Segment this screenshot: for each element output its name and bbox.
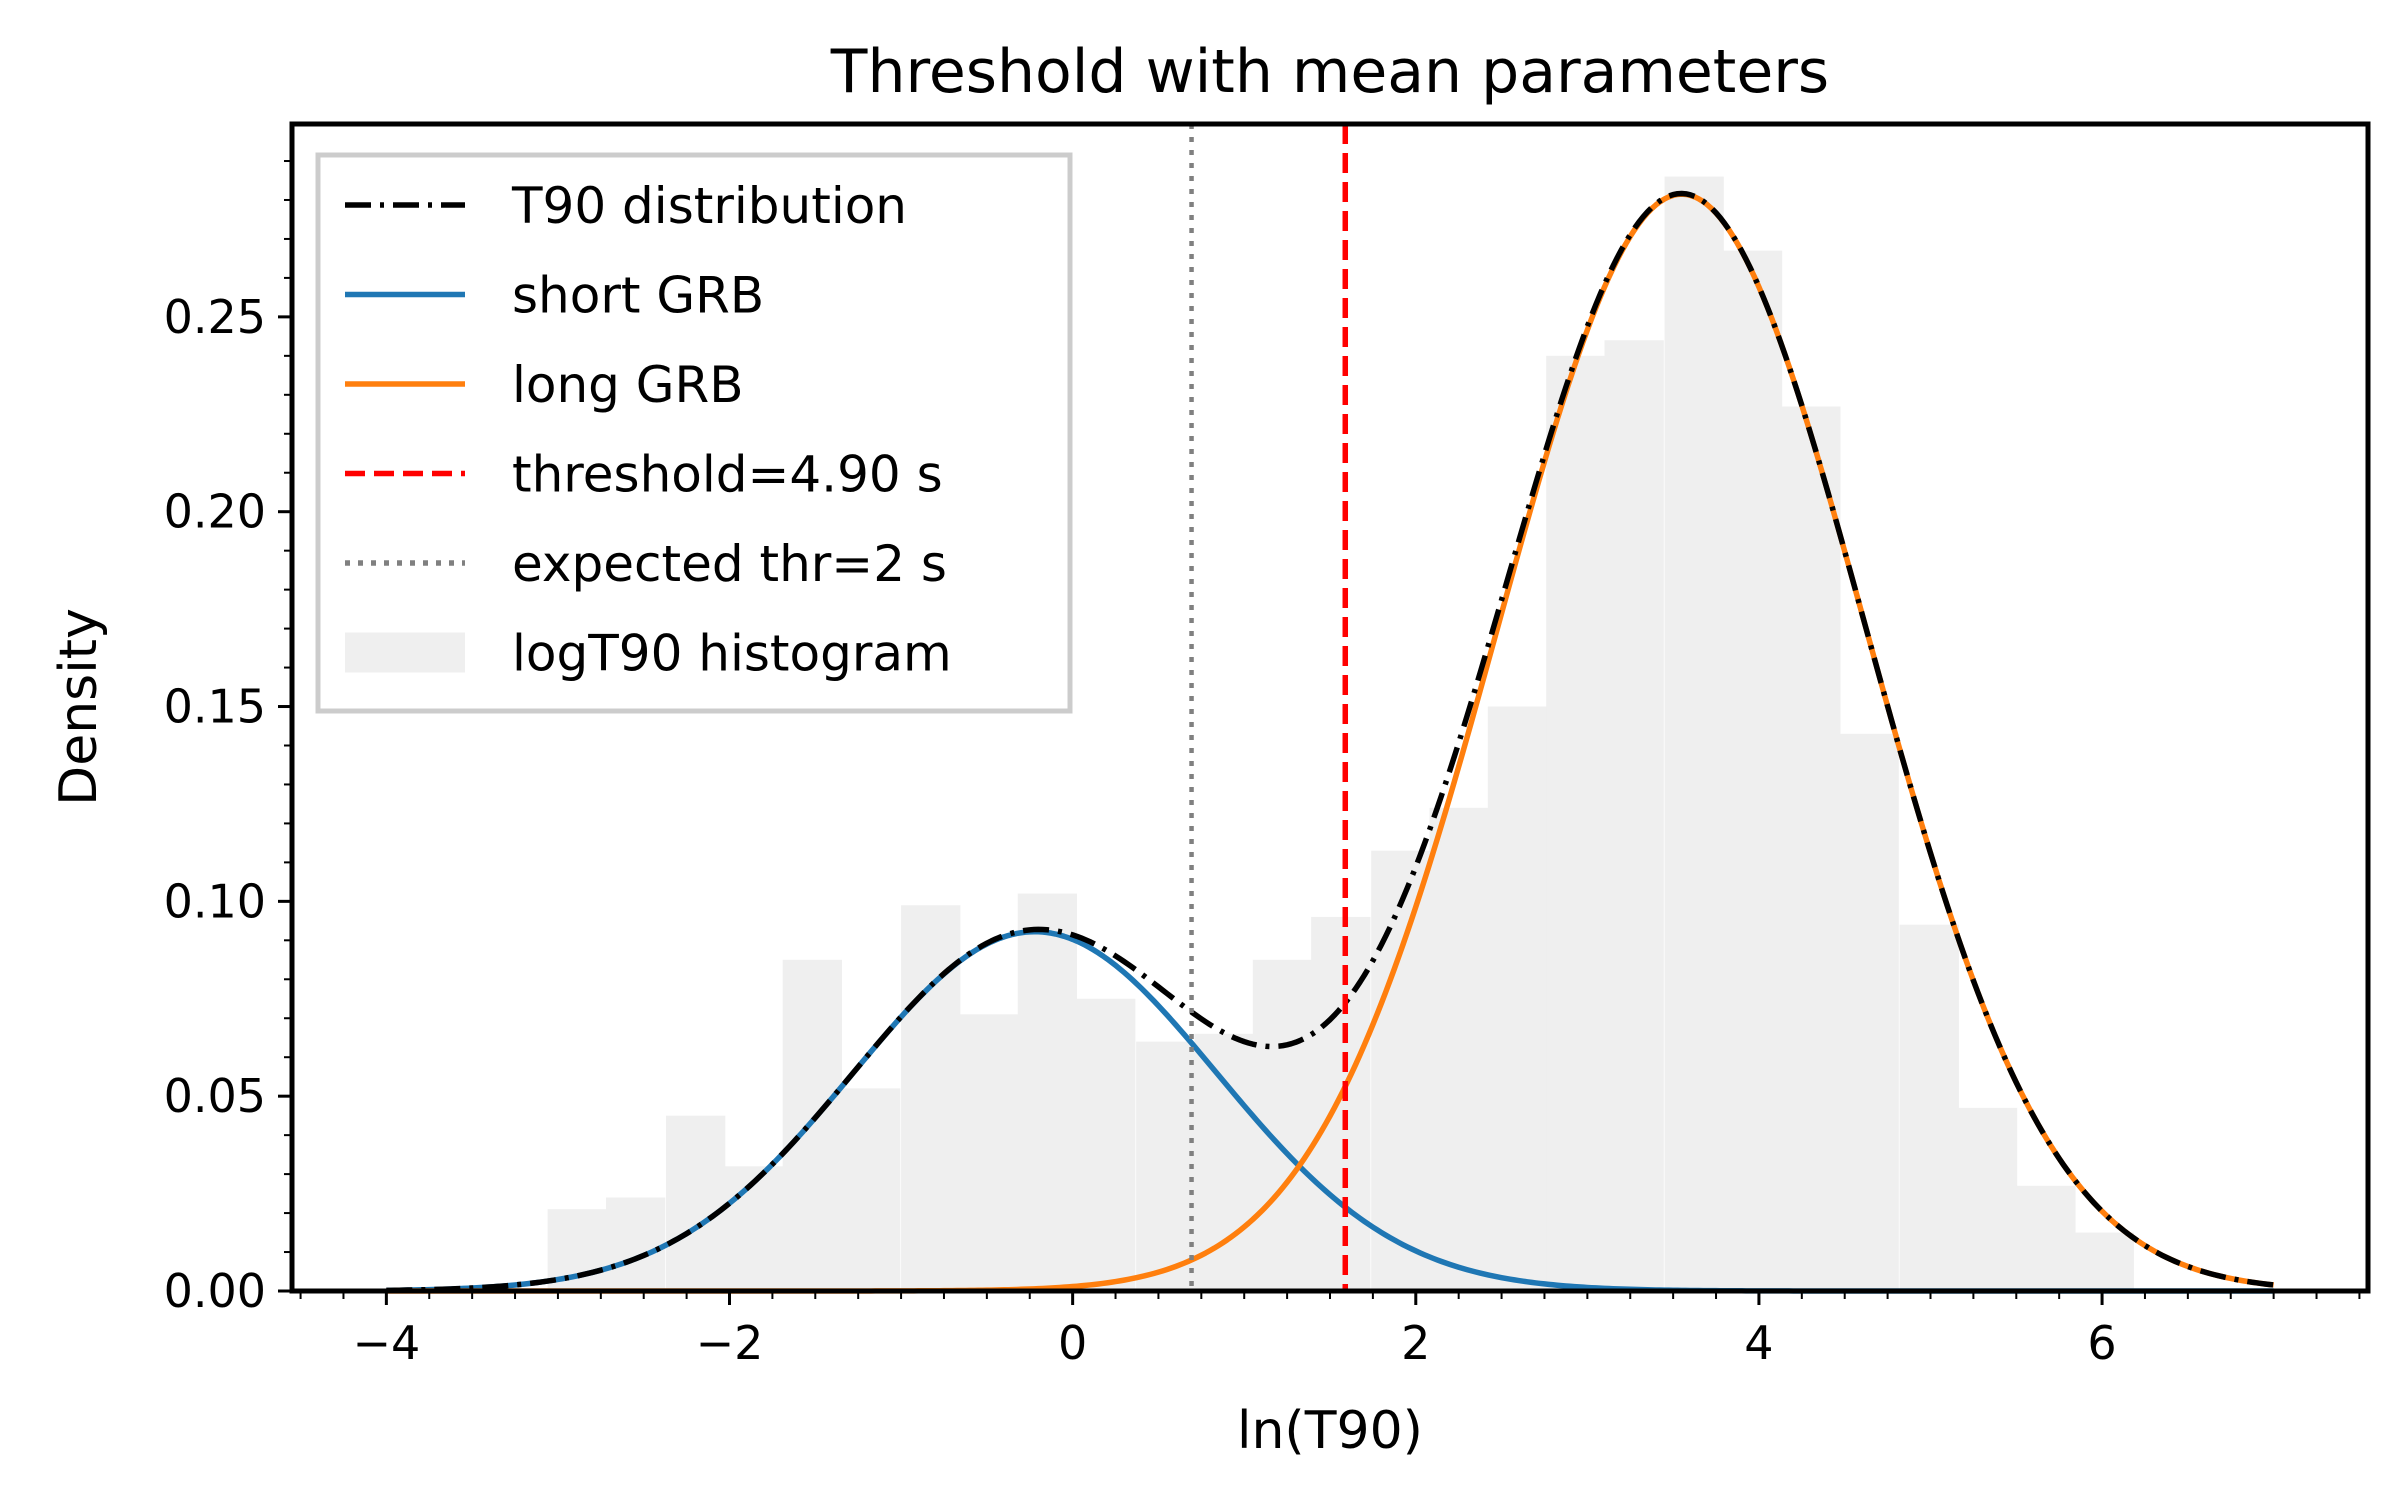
histogram-bar	[841, 1088, 901, 1291]
series-total-line	[386, 190, 2274, 1294]
y-tick-label: 0.20	[164, 485, 266, 539]
legend-label-long: long GRB	[512, 356, 744, 414]
legend: T90 distribution short GRB long GRB thresho…	[315, 152, 1073, 714]
legend-box	[315, 152, 1073, 714]
histogram-bar	[1194, 1033, 1254, 1291]
histogram-bar	[1429, 807, 1489, 1291]
x-tick-label: 0	[1058, 1316, 1087, 1370]
y-axis-label: Density	[49, 608, 109, 806]
x-tick-label: 6	[2087, 1316, 2116, 1370]
x-axis-label: ln(T90)	[1237, 1401, 1423, 1461]
histogram-bar	[1487, 706, 1548, 1291]
x-tick-label: −4	[352, 1316, 420, 1370]
legend-label-histogram: logT90 histogram	[512, 625, 952, 683]
histogram-bar	[1604, 340, 1664, 1291]
histogram-bar	[2074, 1232, 2134, 1291]
histogram-bar	[959, 1014, 1019, 1291]
x-tick-label: 2	[1401, 1316, 1430, 1370]
histogram-bar	[1957, 1107, 2018, 1291]
x-tick-label: −2	[696, 1316, 764, 1370]
y-tick-label: 0.05	[164, 1069, 266, 1123]
x-tick-label: 4	[1744, 1316, 1773, 1370]
histogram-bar	[1664, 176, 1724, 1292]
histogram-bar	[1311, 916, 1371, 1291]
histogram-bar	[2016, 1185, 2076, 1291]
histogram-bar	[724, 1166, 784, 1291]
chart-title: Threshold with mean parameters	[830, 37, 1829, 107]
axes: −4 −2 0 2 4 6 0.00 0.05 0.10 0.15 0.20 0.25	[164, 160, 2361, 1370]
y-tick-label: 0.10	[164, 874, 266, 928]
legend-label-threshold: threshold=4.90 s	[512, 446, 943, 504]
reference-lines	[1189, 124, 1349, 1291]
legend-label-short: short GRB	[512, 267, 764, 325]
histogram-bar	[666, 1115, 726, 1291]
histogram-bar	[1722, 250, 1783, 1291]
histogram-bar	[1546, 355, 1606, 1291]
histogram-bar	[901, 905, 961, 1291]
y-tick-label: 0.25	[164, 290, 266, 344]
legend-label-total: T90 distribution	[511, 177, 907, 235]
histogram-bar	[1017, 893, 1078, 1291]
histogram-bar	[782, 959, 842, 1291]
histogram-bar	[1839, 733, 1899, 1291]
histogram-bar	[1371, 850, 1431, 1291]
histogram-bar	[1136, 1041, 1196, 1291]
histogram-bar	[1781, 406, 1841, 1291]
histogram-bar	[1076, 998, 1136, 1291]
histogram	[547, 176, 2134, 1292]
legend-label-expected: expected thr=2 s	[512, 535, 947, 593]
histogram-bar	[1899, 924, 1959, 1291]
y-tick-label: 0.15	[164, 680, 266, 734]
histogram-bar	[605, 1197, 666, 1291]
y-tick-label: 0.00	[164, 1264, 266, 1318]
legend-swatch-histogram	[345, 632, 465, 673]
